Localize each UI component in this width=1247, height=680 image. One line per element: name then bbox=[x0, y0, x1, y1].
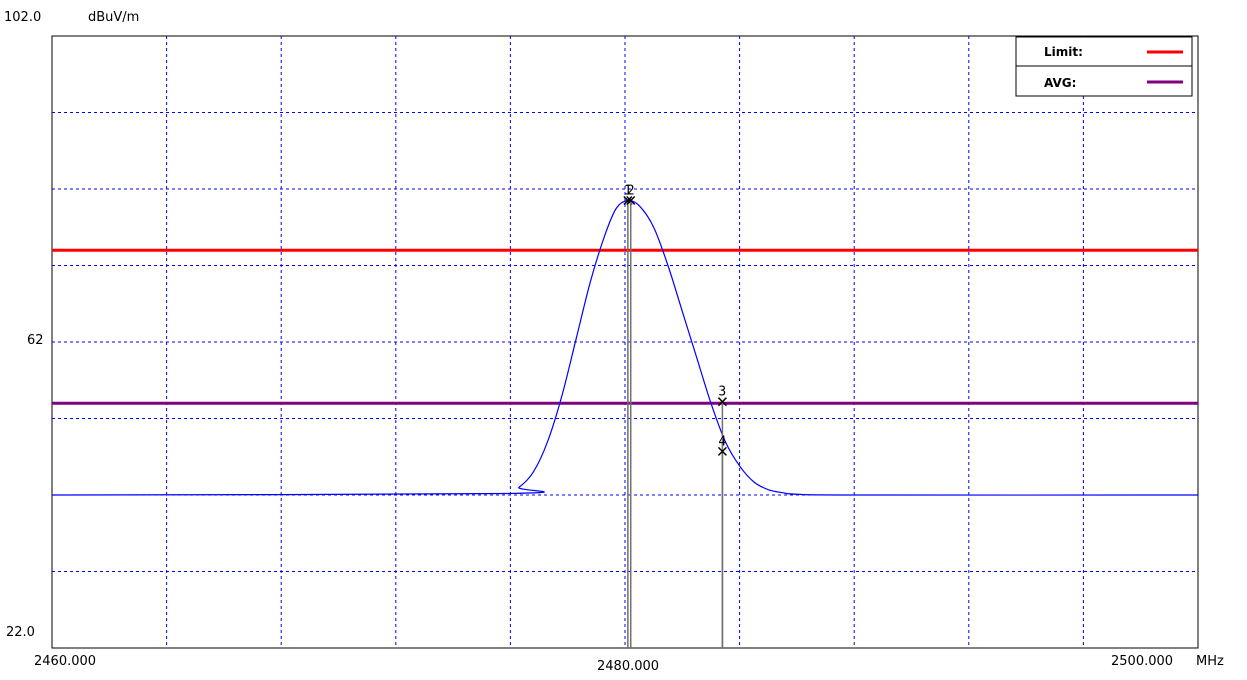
legend-item-avg-label: AVG: bbox=[1044, 76, 1076, 90]
y-min-tick-label: 22.0 bbox=[6, 625, 35, 640]
marker-1-label: 1 bbox=[624, 183, 632, 198]
marker-2-label: 2 bbox=[627, 183, 635, 198]
marker-3-label: 3 bbox=[718, 385, 726, 400]
limit-lines-layer bbox=[52, 248, 1198, 405]
x-min-tick-label: 2460.000 bbox=[34, 654, 96, 669]
y-mid-tick-label: 62 bbox=[27, 333, 44, 348]
markers-layer: 12 3 4 bbox=[623, 183, 727, 648]
marker-2-cross bbox=[626, 195, 636, 206]
y-max-tick-label: 102.0 bbox=[4, 10, 41, 25]
series-layer bbox=[51, 199, 1199, 496]
legend: Limit: AVG: bbox=[1015, 36, 1193, 97]
marker-4-label: 4 bbox=[718, 434, 726, 449]
legend-item-limit-label: Limit: bbox=[1044, 45, 1083, 59]
marker-3-cross bbox=[717, 397, 727, 407]
trace-line bbox=[51, 199, 1199, 496]
grid-layer bbox=[52, 36, 1198, 648]
x-mid-tick-label: 2480.000 bbox=[597, 659, 659, 674]
x-max-tick-label: 2500.000 bbox=[1111, 654, 1173, 669]
y-unit-label: dBuV/m bbox=[88, 10, 139, 25]
x-unit-label: MHz bbox=[1196, 654, 1224, 669]
marker-4-cross bbox=[717, 446, 727, 456]
